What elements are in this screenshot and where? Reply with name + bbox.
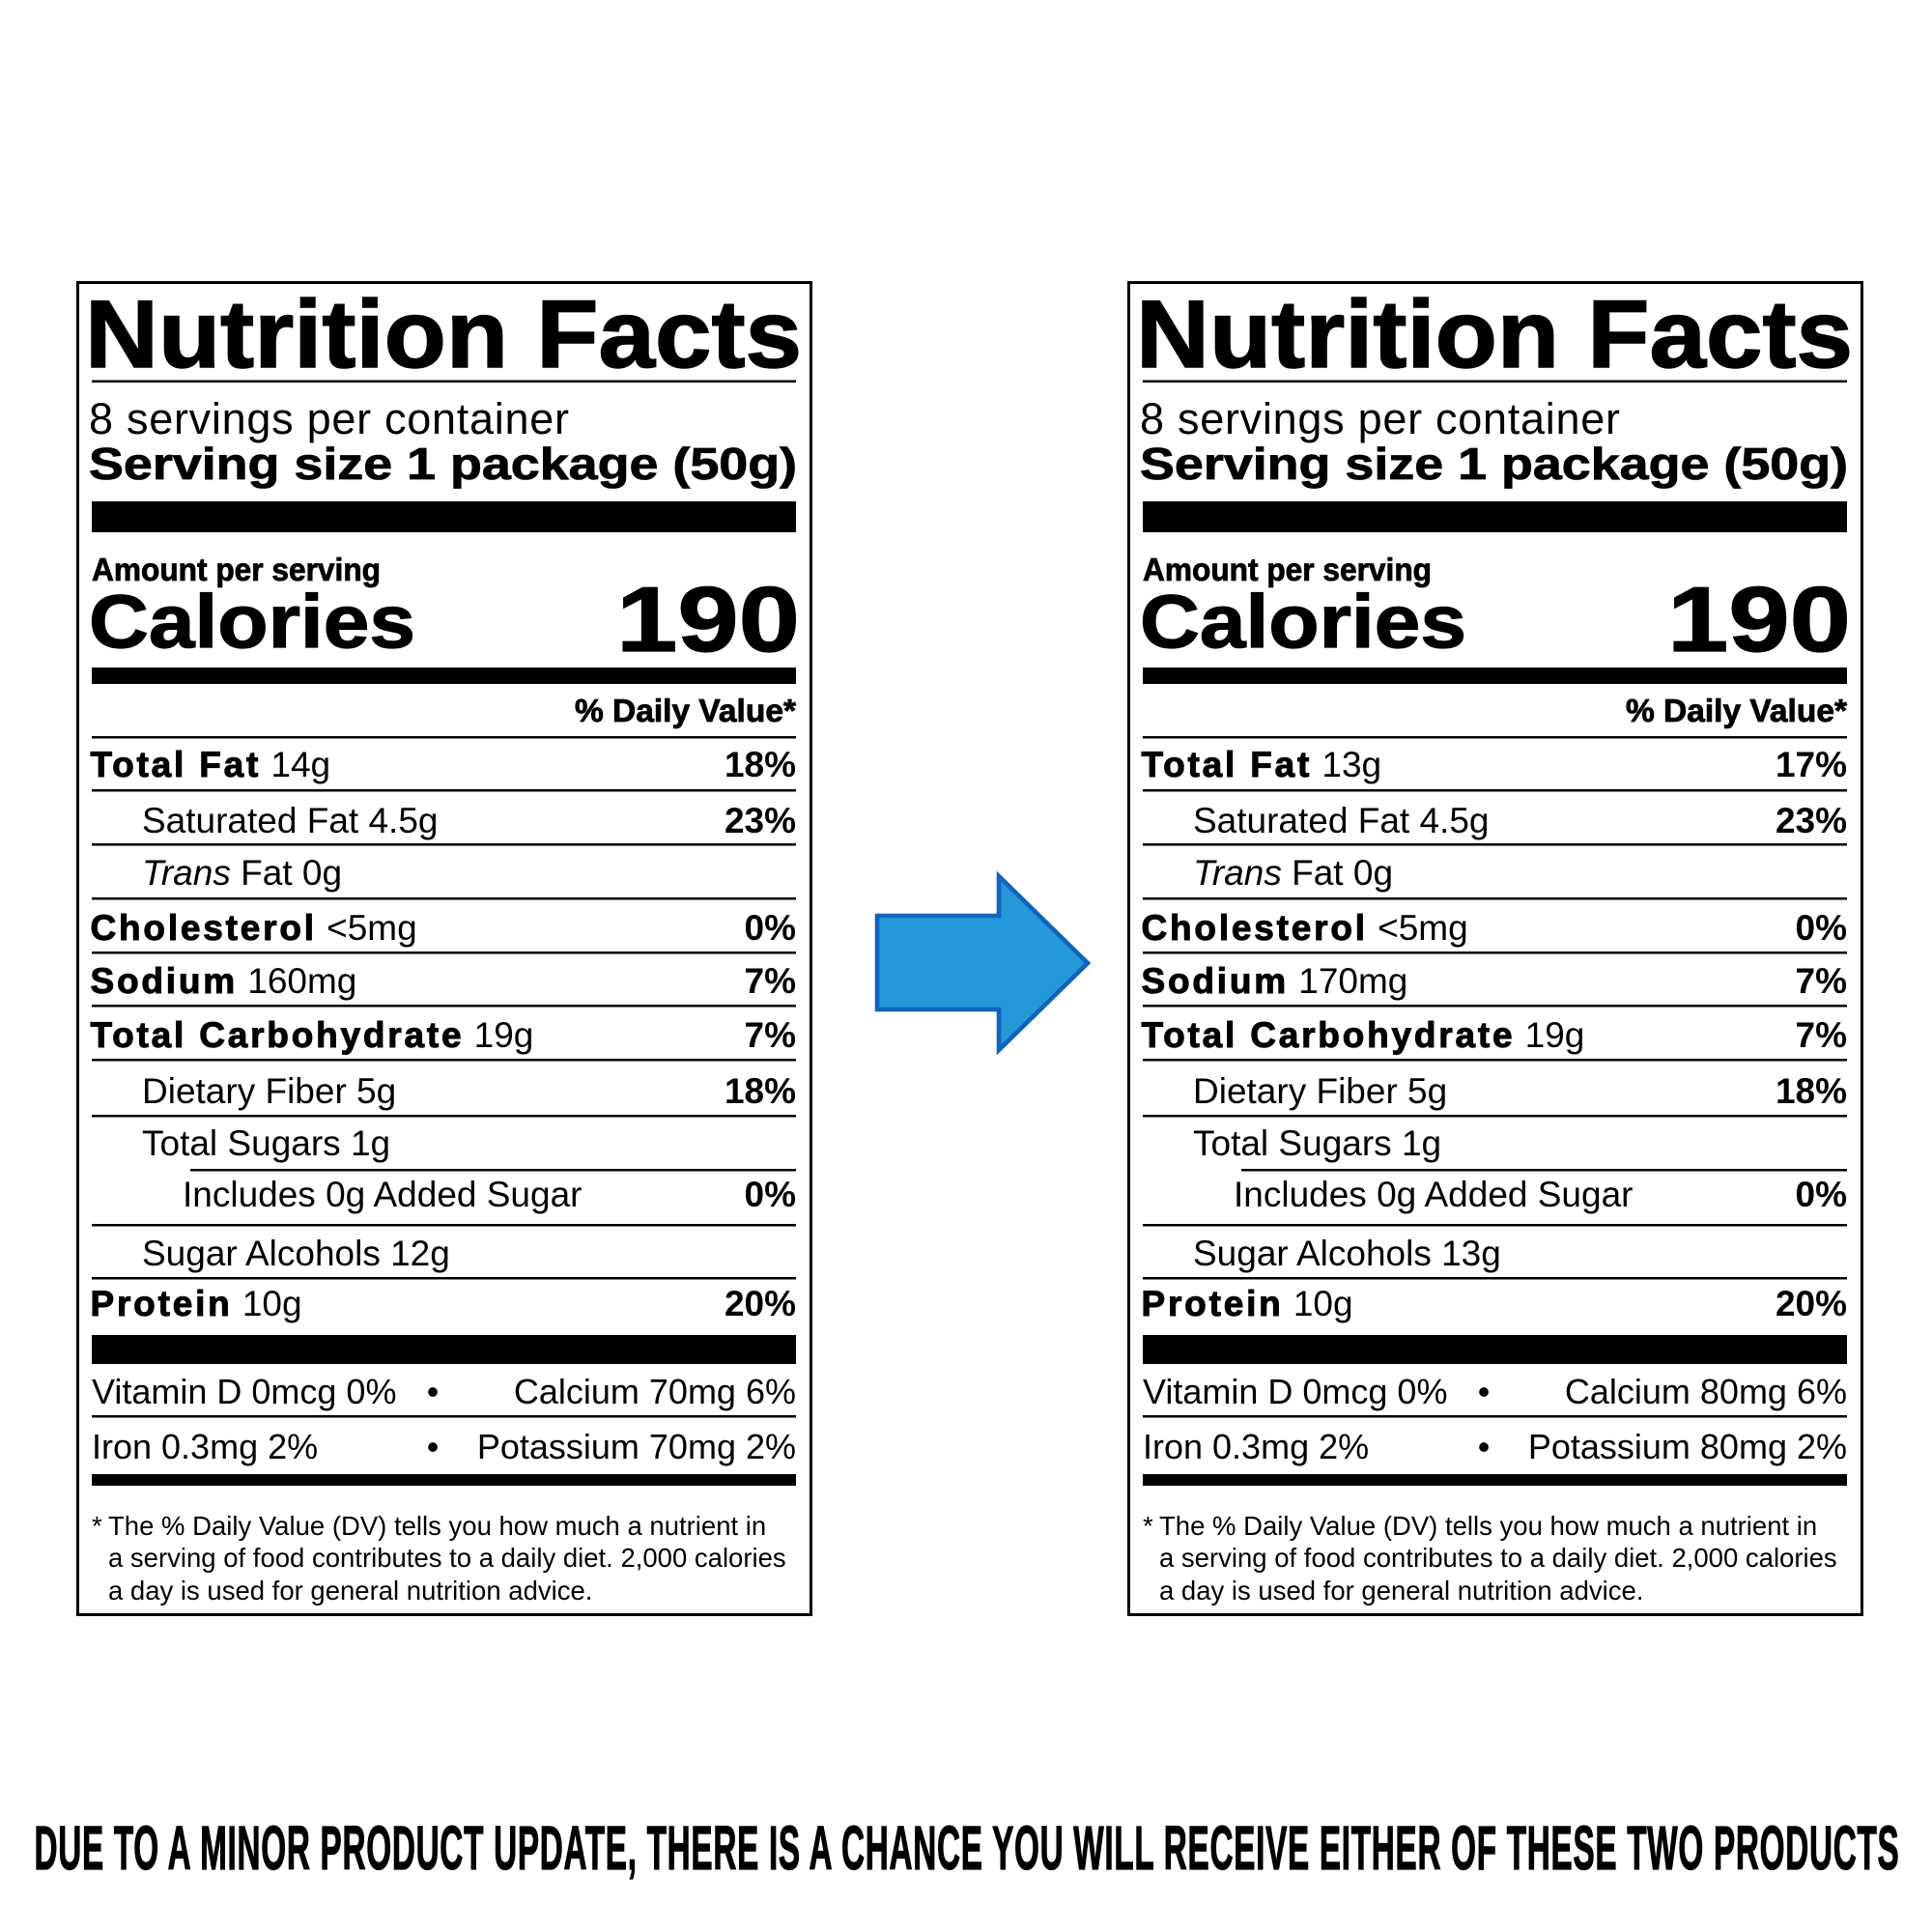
svg-text:DUE TO A MINOR PRODUCT UPDATE,: DUE TO A MINOR PRODUCT UPDATE, THERE IS …	[35, 1813, 1899, 1883]
svg-text:Saturated Fat 4.5g: Saturated Fat 4.5g	[142, 801, 438, 840]
svg-text:% Daily Value*: % Daily Value*	[575, 694, 796, 729]
svg-text:Iron 0.3mg 2%: Iron 0.3mg 2%	[1143, 1427, 1369, 1466]
svg-text:% Daily Value*: % Daily Value*	[1626, 694, 1847, 729]
svg-text:190: 190	[1667, 568, 1851, 671]
svg-text:Cholesterol <5mg: Cholesterol <5mg	[91, 908, 417, 948]
svg-text:Sodium 160mg: Sodium 160mg	[91, 961, 357, 1001]
svg-text:Nutrition Facts: Nutrition Facts	[1136, 280, 1853, 387]
svg-text:Protein 10g: Protein 10g	[1142, 1284, 1353, 1323]
svg-text:a serving of food contributes: a serving of food contributes to a daily…	[1159, 1543, 1837, 1573]
svg-text:8 servings per container: 8 servings per container	[1140, 394, 1620, 443]
svg-text:Trans Fat 0g: Trans Fat 0g	[1193, 853, 1393, 893]
svg-text:•: •	[427, 1427, 440, 1466]
svg-text:20%: 20%	[1776, 1284, 1847, 1323]
svg-text:Amount per serving: Amount per serving	[1143, 552, 1432, 587]
svg-text:Total Sugars 1g: Total Sugars 1g	[1193, 1123, 1441, 1163]
svg-text:Cholesterol <5mg: Cholesterol <5mg	[1142, 908, 1468, 948]
svg-text:Total Carbohydrate 19g: Total Carbohydrate 19g	[91, 1015, 534, 1055]
svg-text:Vitamin D 0mcg 0%: Vitamin D 0mcg 0%	[92, 1372, 396, 1411]
svg-text:Sodium 170mg: Sodium 170mg	[1142, 961, 1408, 1001]
svg-text:7%: 7%	[1796, 961, 1847, 1001]
svg-text:Calcium 70mg 6%: Calcium 70mg 6%	[514, 1372, 796, 1411]
svg-text:Dietary Fiber 5g: Dietary Fiber 5g	[1193, 1071, 1447, 1111]
svg-text:Iron 0.3mg 2%: Iron 0.3mg 2%	[92, 1427, 318, 1466]
svg-text:7%: 7%	[745, 961, 796, 1001]
svg-text:18%: 18%	[724, 1071, 796, 1111]
svg-text:Trans Fat 0g: Trans Fat 0g	[142, 853, 342, 893]
svg-text:Total Fat 13g: Total Fat 13g	[1142, 745, 1382, 784]
svg-text:Potassium 80mg 2%: Potassium 80mg 2%	[1528, 1427, 1847, 1466]
svg-text:Protein 10g: Protein 10g	[91, 1284, 302, 1323]
svg-text:Vitamin D 0mcg 0%: Vitamin D 0mcg 0%	[1143, 1372, 1447, 1411]
svg-text:23%: 23%	[1776, 801, 1847, 840]
svg-text:17%: 17%	[1776, 745, 1847, 784]
svg-text:18%: 18%	[724, 745, 796, 784]
svg-text:8 servings per container: 8 servings per container	[89, 394, 569, 443]
svg-text:Total Carbohydrate 19g: Total Carbohydrate 19g	[1142, 1015, 1585, 1055]
svg-text:Nutrition Facts: Nutrition Facts	[85, 280, 802, 387]
svg-text:Sugar Alcohols 13g: Sugar Alcohols 13g	[1193, 1234, 1501, 1273]
svg-text:•: •	[427, 1372, 440, 1411]
svg-text:0%: 0%	[1796, 1175, 1847, 1214]
svg-text:Serving size 1 package (50g): Serving size 1 package (50g)	[89, 439, 797, 489]
svg-text:•: •	[1478, 1372, 1491, 1411]
svg-text:23%: 23%	[724, 801, 796, 840]
svg-text:Includes 0g Added Sugar: Includes 0g Added Sugar	[183, 1175, 582, 1214]
svg-text:Dietary Fiber 5g: Dietary Fiber 5g	[142, 1071, 396, 1111]
svg-text:Calories: Calories	[89, 579, 415, 664]
svg-text:0%: 0%	[1796, 908, 1847, 948]
svg-text:Potassium 70mg 2%: Potassium 70mg 2%	[477, 1427, 796, 1466]
svg-text:7%: 7%	[745, 1015, 796, 1055]
svg-text:Includes 0g Added Sugar: Includes 0g Added Sugar	[1234, 1175, 1634, 1214]
svg-text:18%: 18%	[1776, 1071, 1847, 1111]
svg-text:Serving size 1 package (50g): Serving size 1 package (50g)	[1140, 439, 1848, 489]
svg-text:Calcium 80mg 6%: Calcium 80mg 6%	[1565, 1372, 1847, 1411]
svg-text:Saturated Fat 4.5g: Saturated Fat 4.5g	[1193, 801, 1489, 840]
svg-text:a day is used for general nutr: a day is used for general nutrition advi…	[1159, 1576, 1643, 1605]
svg-text:Calories: Calories	[1140, 579, 1466, 664]
svg-text:Total Fat 14g: Total Fat 14g	[91, 745, 331, 784]
svg-text:The % Daily Value (DV) tells y: The % Daily Value (DV) tells you how muc…	[108, 1511, 766, 1541]
svg-text:Sugar Alcohols 12g: Sugar Alcohols 12g	[142, 1234, 450, 1273]
svg-text:0%: 0%	[745, 1175, 796, 1214]
svg-text:190: 190	[616, 568, 800, 671]
svg-text:Amount per serving: Amount per serving	[92, 552, 381, 587]
svg-text:*: *	[1143, 1511, 1153, 1541]
svg-text:7%: 7%	[1796, 1015, 1847, 1055]
svg-text:•: •	[1478, 1427, 1491, 1466]
svg-text:20%: 20%	[724, 1284, 796, 1323]
svg-text:0%: 0%	[745, 908, 796, 948]
svg-text:The % Daily Value (DV) tells y: The % Daily Value (DV) tells you how muc…	[1159, 1511, 1817, 1541]
svg-text:a day is used for general nutr: a day is used for general nutrition advi…	[108, 1576, 592, 1605]
svg-text:*: *	[92, 1511, 102, 1541]
svg-text:Total Sugars 1g: Total Sugars 1g	[142, 1123, 390, 1163]
svg-text:a serving of food contributes: a serving of food contributes to a daily…	[108, 1543, 786, 1573]
